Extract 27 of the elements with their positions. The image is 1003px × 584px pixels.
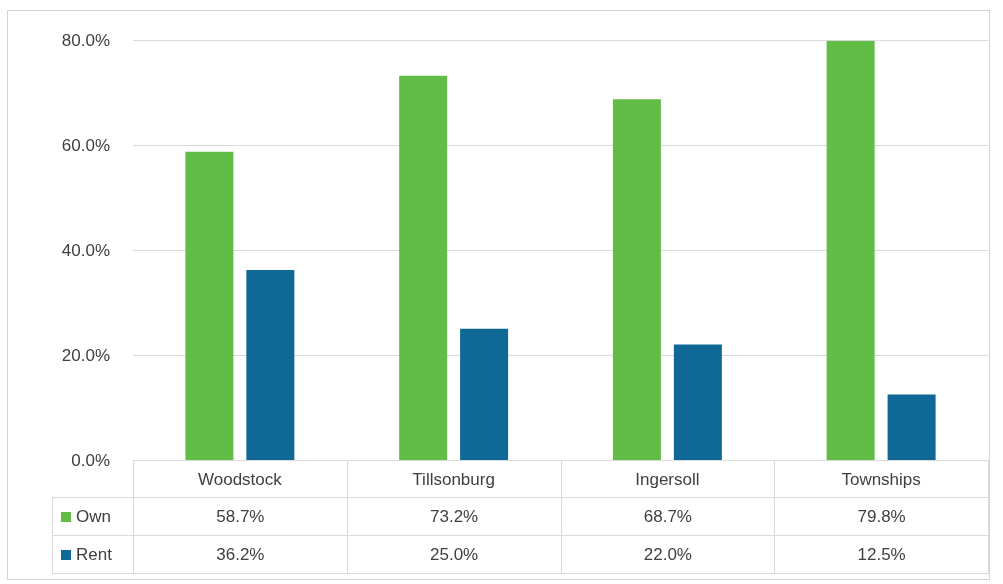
x-tick-label: Townships [841,470,921,489]
bar [673,344,722,460]
y-tick-label: 60.0% [61,135,110,155]
bar [399,75,448,460]
bar [246,269,295,460]
bar [887,394,936,460]
bar [612,99,661,460]
y-tick-label: 40.0% [61,240,110,260]
data-label: 12.5% [857,544,906,565]
bar [185,151,234,460]
x-tick-label: Tillsonburg [412,470,495,489]
data-label: 73.2% [430,506,479,527]
data-label: 68.7% [643,506,692,527]
data-label: 22.0% [643,544,692,565]
data-label: 25.0% [430,544,479,565]
y-tick-label: 20.0% [61,345,110,365]
x-tick-label: Woodstock [197,470,283,489]
legend-label: Own [76,506,111,527]
legend-label: Rent [76,544,112,565]
bar [460,328,509,460]
bar [826,41,875,460]
y-tick-label: 80.0% [61,30,110,50]
x-tick-label: Ingersoll [635,470,700,489]
y-tick-label: 0.0% [71,450,110,470]
data-label: 58.7% [216,506,265,527]
data-label: 79.8% [857,506,906,527]
data-label: 36.2% [216,544,265,565]
